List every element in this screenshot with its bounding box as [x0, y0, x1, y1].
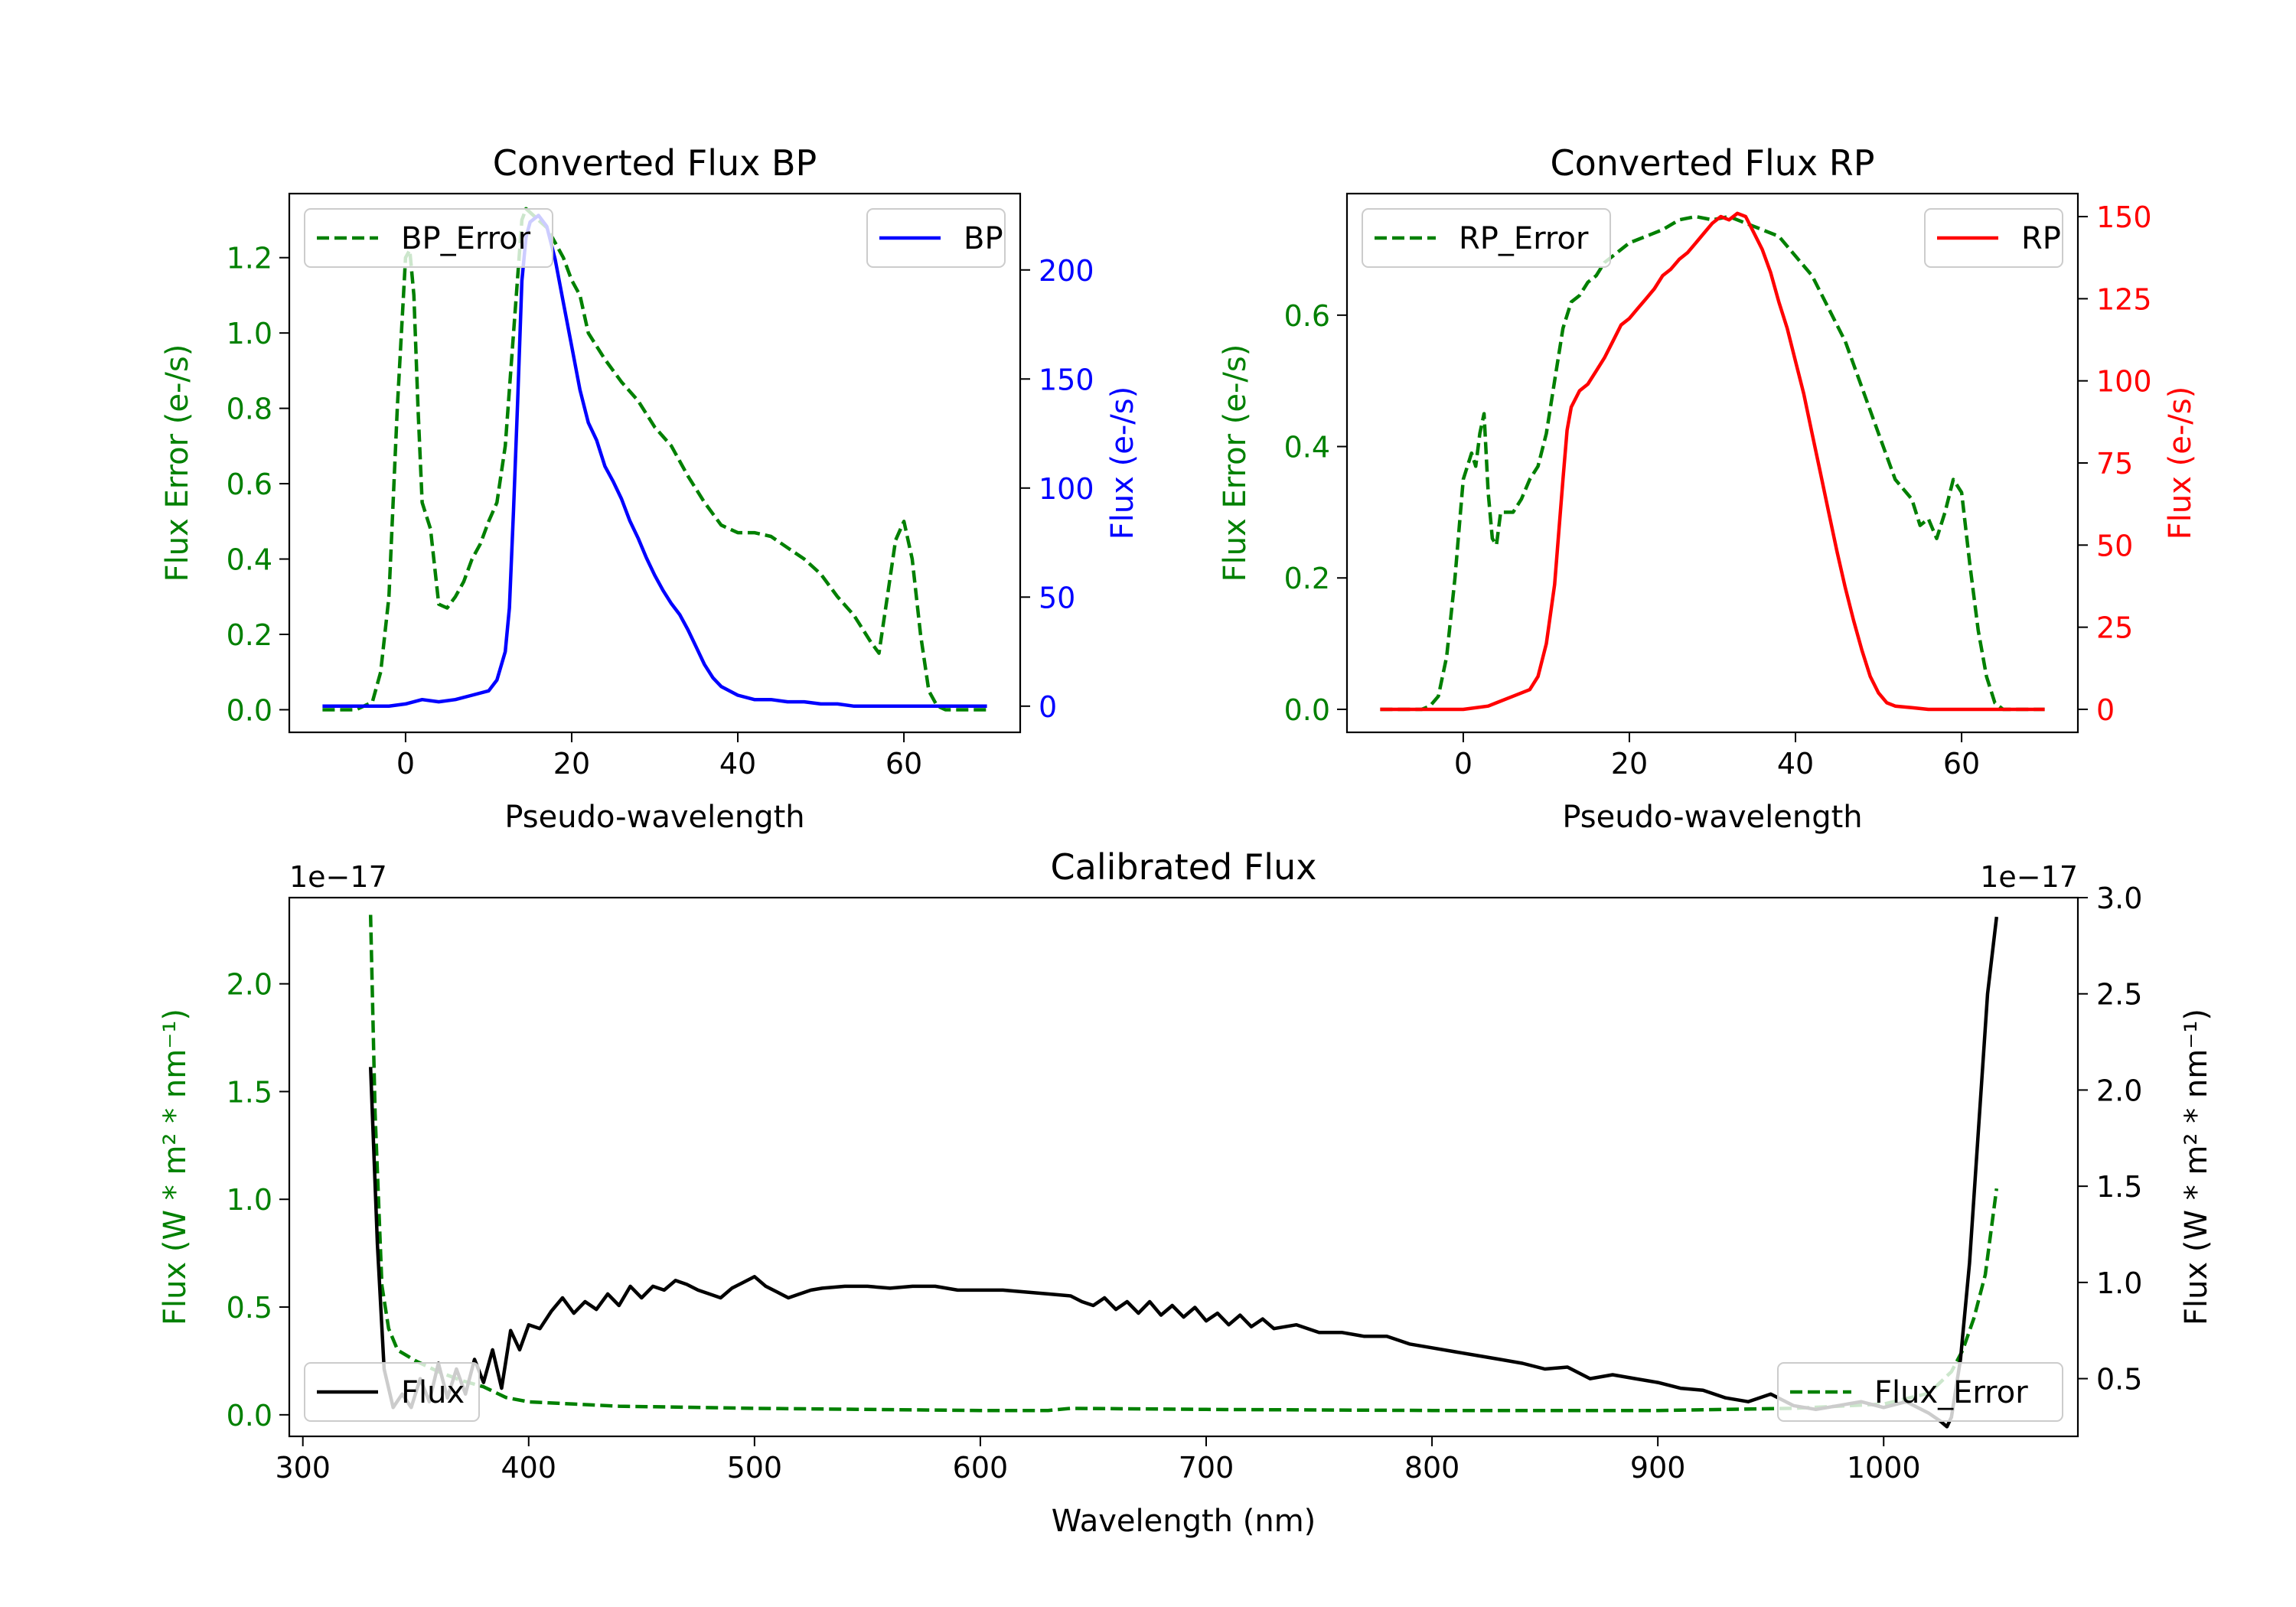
series-line-bp: [322, 214, 987, 709]
x-tick-label: 300: [275, 1451, 331, 1485]
series-line-flux: [368, 916, 1999, 1429]
x-tick-label: 0: [396, 747, 415, 781]
series-line-flux-error: [368, 914, 1999, 1413]
y-left-tick-label: 0.2: [1284, 562, 1330, 595]
legend-rp: RP: [1924, 208, 2063, 268]
chart-title: Converted Flux RP: [1551, 142, 1875, 184]
y-right-tick-label: 200: [1039, 254, 1094, 288]
legend-box: [304, 208, 553, 268]
plot-frame: [288, 896, 2079, 1438]
y-right-tick-label: 150: [1039, 363, 1094, 396]
legend-flux: Flux: [304, 1362, 480, 1422]
y-left-tick-label: 0.4: [1284, 431, 1330, 464]
y-right-tick-label: 50: [2096, 529, 2133, 562]
legend-label: BP: [964, 221, 1003, 256]
chart-2: 0 20 40 60 0.0 0.2 0.4 0.6 0 25 50 75 100 125 150 Conve…: [1218, 142, 2198, 835]
y-left-tick-label: 1.5: [227, 1075, 272, 1109]
y-right-tick-label: 1.0: [2096, 1266, 2142, 1300]
legend-box: [1362, 208, 1611, 268]
y-left-tick-label: 0.2: [227, 618, 272, 652]
y-left-tick-label: 0.0: [227, 693, 272, 727]
x-tick-label: 40: [719, 747, 756, 781]
y-left-tick-label: 1.0: [227, 317, 272, 350]
x-axis-label: Pseudo-wavelength: [1562, 800, 1862, 835]
x-tick-label: 600: [953, 1451, 1009, 1485]
x-tick-label: 0: [1454, 747, 1473, 781]
y-right-tick-label: 100: [1039, 472, 1094, 506]
y-right-tick-label: 0.5: [2096, 1363, 2142, 1397]
series-group: [368, 914, 1999, 1429]
y-left-tick-label: 0.8: [227, 393, 272, 426]
y-right-tick-label: 0: [1039, 690, 1057, 724]
chart-title: Calibrated Flux: [1051, 846, 1317, 888]
x-tick-label: 800: [1404, 1451, 1460, 1485]
y-left-tick-label: 0.6: [227, 468, 272, 501]
x-tick-label: 60: [1943, 747, 1980, 781]
y-left-tick-label: 1.0: [227, 1183, 272, 1217]
y-left-tick-label: 0.4: [227, 543, 272, 577]
x-tick-label: 400: [501, 1451, 557, 1485]
y-right-tick-label: 0: [2096, 693, 2115, 727]
series-line-rp-error: [1380, 214, 2045, 712]
y-right-tick-label: 3.0: [2096, 882, 2142, 915]
y-right-axis-label: Flux (W * m² * nm⁻¹): [2179, 1009, 2214, 1325]
y-left-axis-label: Flux Error (e-/s): [160, 344, 195, 582]
x-axis-label: Wavelength (nm): [1052, 1504, 1316, 1539]
x-tick-label: 1000: [1847, 1451, 1921, 1485]
y-right-tick-label: 150: [2096, 200, 2152, 234]
y-right-axis-label: Flux (e-/s): [1105, 386, 1140, 539]
legend-label: Flux_Error: [1874, 1375, 2028, 1410]
chart-3: 300 400 500 600 700 800 900 1000 0.0 0.5 1.0 1.5 2.0…: [158, 846, 2214, 1539]
x-tick-label: 500: [727, 1451, 783, 1485]
y-right-axis-label: Flux (e-/s): [2163, 386, 2198, 539]
series-line-rp: [1380, 211, 2045, 712]
series-line-bp-error: [322, 207, 987, 712]
legend-box: [304, 1362, 480, 1422]
x-tick-label: 20: [1611, 747, 1648, 781]
legend-bp-error: BP_Error: [304, 208, 553, 268]
y-left-tick-label: 0.6: [1284, 299, 1330, 333]
x-tick-label: 40: [1777, 747, 1814, 781]
y-left-axis-label: Flux (W * m² * nm⁻¹): [158, 1009, 193, 1325]
y-right-tick-label: 50: [1039, 581, 1075, 614]
series-group: [1380, 211, 2045, 712]
y-right-offset-label: 1e−17: [1980, 860, 2078, 894]
chart-title: Converted Flux BP: [493, 142, 817, 184]
legend-label: BP_Error: [401, 221, 531, 256]
y-left-offset-label: 1e−17: [289, 860, 387, 894]
x-tick-label: 700: [1179, 1451, 1234, 1485]
y-left-axis-label: Flux Error (e-/s): [1218, 344, 1253, 582]
y-right-tick-label: 25: [2096, 611, 2133, 645]
x-axis-label: Pseudo-wavelength: [504, 800, 804, 835]
y-left-tick-label: 2.0: [227, 968, 272, 1002]
y-right-tick-label: 100: [2096, 365, 2152, 399]
legend-label: RP: [2021, 221, 2061, 256]
legend-box: [1777, 1362, 2063, 1422]
y-left-tick-label: 0.0: [227, 1399, 272, 1433]
y-right-tick-label: 1.5: [2096, 1170, 2142, 1204]
y-right-tick-label: 75: [2096, 447, 2133, 481]
chart-1: 0 20 40 60 0.0 0.2 0.4 0.6 0.8 1.0 1.2 0 50 100 150 200…: [160, 142, 1140, 835]
y-left-tick-label: 0.0: [1284, 693, 1330, 727]
legend-label: RP_Error: [1459, 221, 1589, 256]
plot-frame: [1345, 192, 2079, 734]
legend-flux-error: Flux_Error: [1777, 1362, 2063, 1422]
legend-bp: BP: [866, 208, 1006, 268]
y-left-tick-label: 1.2: [227, 242, 272, 275]
y-left-tick-label: 0.5: [227, 1291, 272, 1325]
x-tick-label: 20: [553, 747, 590, 781]
plot-frame: [288, 192, 1022, 734]
legend-rp-error: RP_Error: [1362, 208, 1611, 268]
x-tick-label: 900: [1630, 1451, 1686, 1485]
y-right-tick-label: 2.0: [2096, 1074, 2142, 1107]
y-right-tick-label: 2.5: [2096, 978, 2142, 1012]
x-tick-label: 60: [885, 747, 922, 781]
series-group: [322, 207, 987, 712]
legend-label: Flux: [401, 1375, 465, 1410]
y-right-tick-label: 125: [2096, 282, 2152, 316]
